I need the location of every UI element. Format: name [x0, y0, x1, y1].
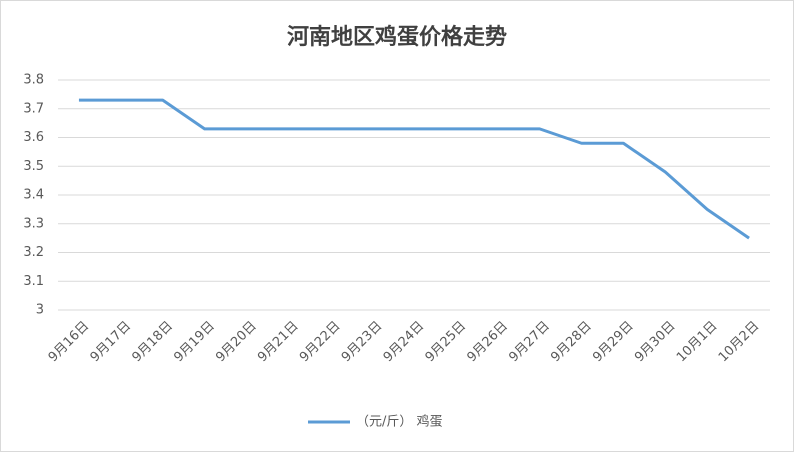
chart-title: 河南地区鸡蛋价格走势 [287, 24, 507, 50]
y-tick-label: 3.5 [23, 159, 44, 174]
y-tick-label: 3.7 [23, 101, 44, 116]
data-line [78, 98, 750, 240]
y-tick-label: 3 [36, 303, 44, 318]
y-tick-label: 3.1 [23, 274, 44, 289]
legend-label: （元/斤） 鸡蛋 [356, 414, 443, 430]
y-tick-label: 3.2 [23, 245, 44, 260]
y-tick-label: 3.3 [23, 216, 44, 231]
y-tick-label: 3.4 [23, 188, 44, 203]
y-tick-label: 3.6 [23, 130, 44, 145]
y-tick-label: 3.8 [23, 73, 44, 88]
